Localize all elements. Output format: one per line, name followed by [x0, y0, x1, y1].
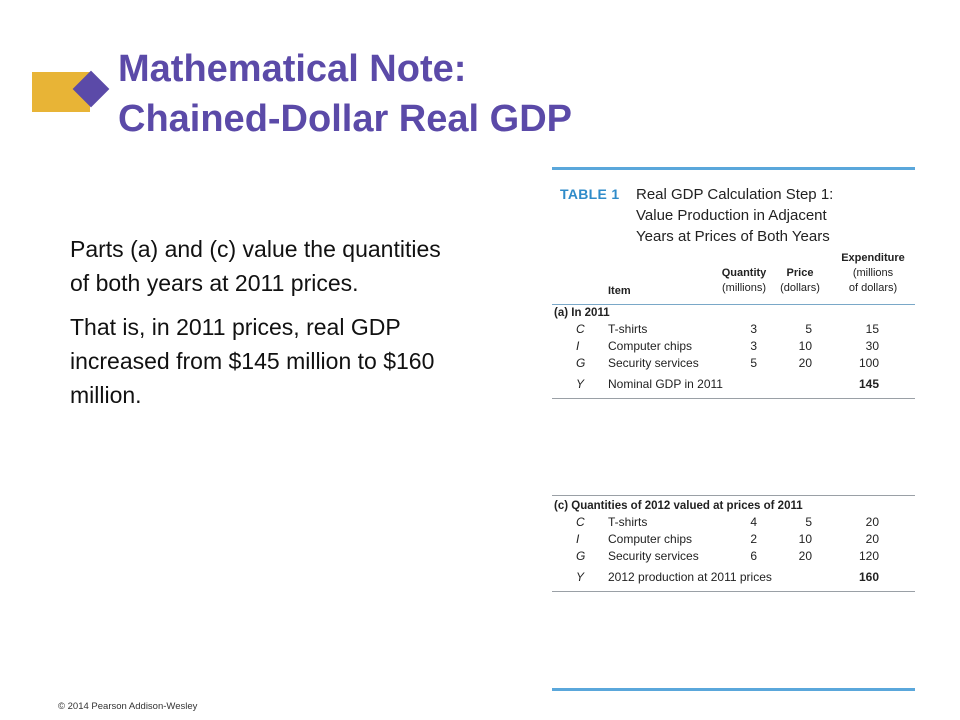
- row-quantity: 4: [750, 515, 757, 529]
- slide-title-line2: Chained-Dollar Real GDP: [118, 98, 572, 140]
- row-expenditure: 120: [858, 549, 879, 563]
- column-header-expenditure-label: Expenditure: [841, 252, 905, 264]
- row-symbol: G: [576, 356, 586, 370]
- column-header-quantity-unit: (millions): [722, 282, 766, 294]
- row-quantity: 6: [750, 549, 757, 563]
- table-row: G Security services 5 20 100: [552, 356, 915, 373]
- row-item: Computer chips: [608, 339, 693, 353]
- body-paragraph-2: That is, in 2011 prices, real GDP increa…: [70, 314, 435, 408]
- body-paragraph-1: Parts (a) and (c) value the quantities o…: [70, 236, 441, 296]
- section-c-title: (c) Quantities of 2012 valued at prices …: [554, 500, 803, 512]
- row-item: 2012 production at 2011 prices: [608, 570, 772, 584]
- table-title-line2: Value Production in Adjacent: [636, 207, 827, 224]
- table-label: TABLE 1: [560, 186, 620, 202]
- table-row: C T-shirts 3 5 15: [552, 322, 915, 339]
- copyright-notice: © 2014 Pearson Addison-Wesley: [58, 701, 198, 712]
- row-price: 20: [798, 549, 812, 563]
- row-expenditure: 15: [865, 322, 879, 336]
- section-c-bottom-rule: [552, 591, 915, 592]
- slide-title: Mathematical Note: Chained-Dollar Real G…: [118, 44, 572, 144]
- row-symbol: G: [576, 549, 586, 563]
- row-item: Security services: [608, 549, 699, 563]
- table-total-row: Y 2012 production at 2011 prices 160: [552, 570, 915, 587]
- row-price: 5: [805, 322, 812, 336]
- row-quantity: 5: [750, 356, 757, 370]
- row-symbol: I: [576, 339, 580, 353]
- table-top-rule: [552, 167, 915, 170]
- table-total-row: Y Nominal GDP in 2011 145: [552, 377, 915, 394]
- column-header-expenditure-unit-2: of dollars): [848, 282, 898, 294]
- table-bottom-rule: [552, 688, 915, 691]
- row-price: 10: [798, 339, 812, 353]
- row-expenditure: 20: [865, 515, 879, 529]
- row-symbol: I: [576, 532, 580, 546]
- row-symbol: C: [576, 322, 585, 336]
- row-symbol: Y: [576, 570, 585, 584]
- column-header-price-unit: (dollars): [780, 282, 820, 294]
- gdp-table: TABLE 1 Real GDP Calculation Step 1: Val…: [552, 167, 915, 693]
- column-header-quantity: Quantity (millions): [715, 266, 773, 296]
- column-header-price: Price (dollars): [775, 266, 825, 296]
- column-header-price-label: Price: [786, 267, 814, 279]
- table-title-line1: Real GDP Calculation Step 1:: [636, 186, 834, 203]
- slide-logo: [32, 70, 112, 114]
- slide-body: Parts (a) and (c) value the quantities o…: [70, 232, 460, 422]
- table-title: Real GDP Calculation Step 1: Value Produ…: [636, 184, 906, 247]
- section-a-title: (a) In 2011: [554, 307, 610, 319]
- column-header-expenditure: Expenditure (millions of dollars): [834, 251, 912, 296]
- row-price: 10: [798, 532, 812, 546]
- column-header-quantity-label: Quantity: [721, 267, 767, 279]
- table-row: G Security services 6 20 120: [552, 549, 915, 566]
- row-item: Computer chips: [608, 532, 693, 546]
- section-a-bottom-rule: [552, 398, 915, 399]
- column-header-item: Item: [608, 285, 631, 297]
- row-item: Security services: [608, 356, 699, 370]
- row-price: 20: [798, 356, 812, 370]
- row-expenditure: 30: [865, 339, 879, 353]
- row-quantity: 3: [750, 322, 757, 336]
- row-expenditure: 145: [858, 377, 879, 391]
- row-symbol: C: [576, 515, 585, 529]
- row-item: T-shirts: [608, 515, 648, 529]
- row-price: 5: [805, 515, 812, 529]
- row-expenditure: 160: [858, 570, 879, 584]
- row-quantity: 2: [750, 532, 757, 546]
- header-rule: [552, 304, 915, 305]
- row-expenditure: 20: [865, 532, 879, 546]
- row-symbol: Y: [576, 377, 585, 391]
- row-expenditure: 100: [858, 356, 879, 370]
- table-row: C T-shirts 4 5 20: [552, 515, 915, 532]
- slide-title-line1: Mathematical Note:: [118, 48, 467, 90]
- column-header-expenditure-unit-1: (millions: [852, 267, 894, 279]
- section-c-top-rule: [552, 495, 915, 496]
- row-quantity: 3: [750, 339, 757, 353]
- table-row: I Computer chips 2 10 20: [552, 532, 915, 549]
- row-item: Nominal GDP in 2011: [608, 377, 723, 391]
- table-title-line3: Years at Prices of Both Years: [636, 228, 830, 245]
- table-row: I Computer chips 3 10 30: [552, 339, 915, 356]
- row-item: T-shirts: [608, 322, 648, 336]
